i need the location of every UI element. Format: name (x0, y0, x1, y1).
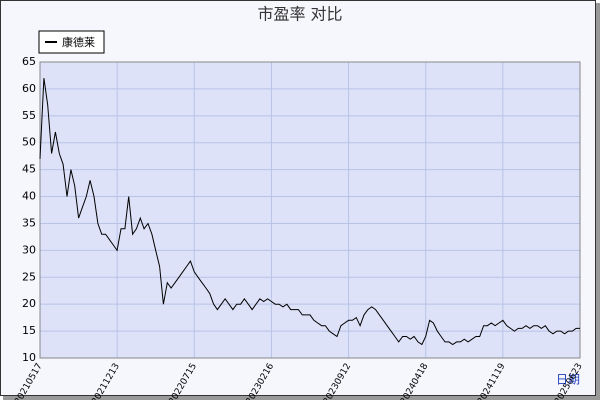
y-tick-label: 55 (22, 109, 36, 122)
y-tick-label: 65 (22, 55, 36, 68)
legend-box (38, 30, 105, 54)
shadow (596, 3, 600, 400)
shadow (3, 396, 600, 400)
plot-area (40, 62, 580, 358)
y-tick-label: 20 (22, 297, 36, 310)
y-tick-label: 35 (22, 216, 36, 229)
chart-title: 市盈率 对比 (257, 5, 342, 24)
line (39, 78, 580, 346)
y-tick-label: 30 (22, 243, 36, 256)
y-tick-label: 40 (22, 190, 36, 203)
legend-label: 康德莱 (62, 35, 95, 49)
y-tick-label: 25 (22, 270, 36, 283)
legend: 康德莱 (38, 30, 105, 54)
plot-border (39, 61, 581, 359)
y-tick-label: 15 (22, 324, 36, 337)
y-tick-label: 10 (22, 351, 36, 364)
y-tick-label: 45 (22, 163, 36, 176)
y-tick-label: 60 (22, 82, 36, 95)
x-axis-label: 日期 (556, 373, 580, 387)
y-tick-label: 50 (22, 136, 36, 149)
